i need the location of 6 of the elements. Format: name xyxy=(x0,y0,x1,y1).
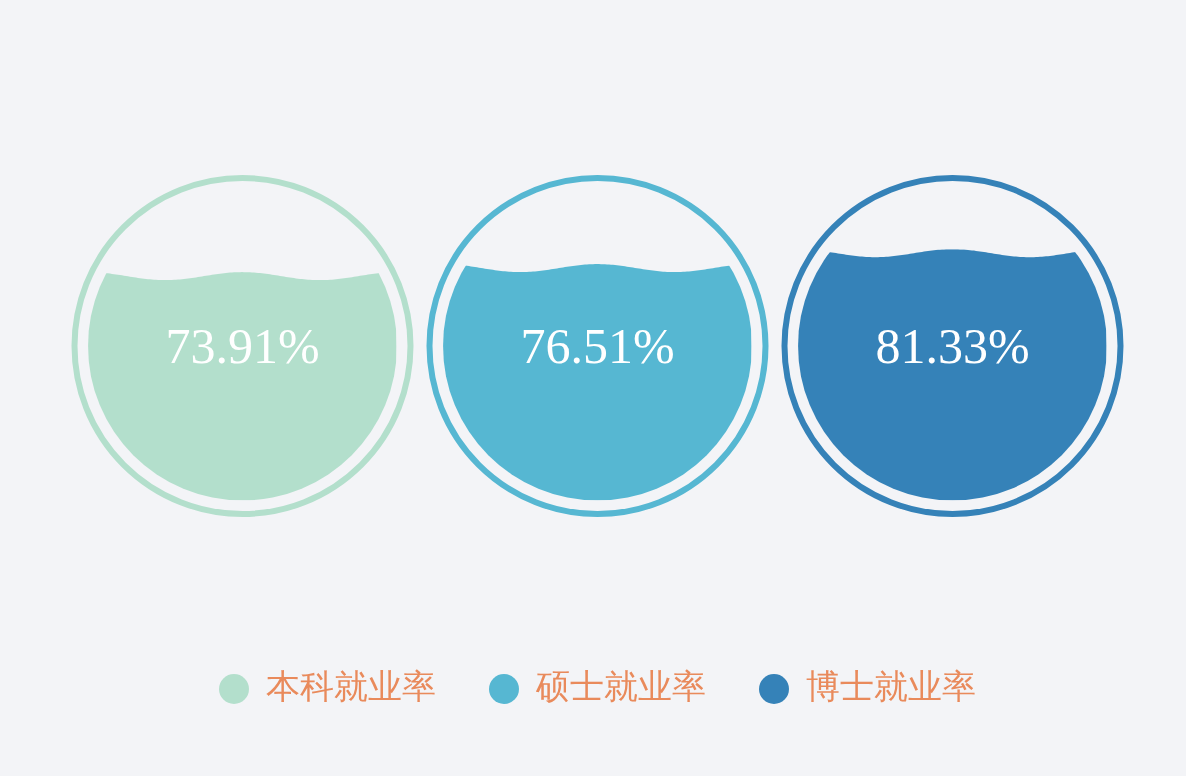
legend-label: 硕士就业率 xyxy=(535,667,706,706)
data-label: 73.91% xyxy=(165,318,320,374)
legend-label: 博士就业率 xyxy=(806,667,976,706)
data-label: 76.51% xyxy=(520,318,675,374)
data-label: 81.33% xyxy=(875,318,1030,374)
legend-label: 本科就业率 xyxy=(266,667,436,706)
